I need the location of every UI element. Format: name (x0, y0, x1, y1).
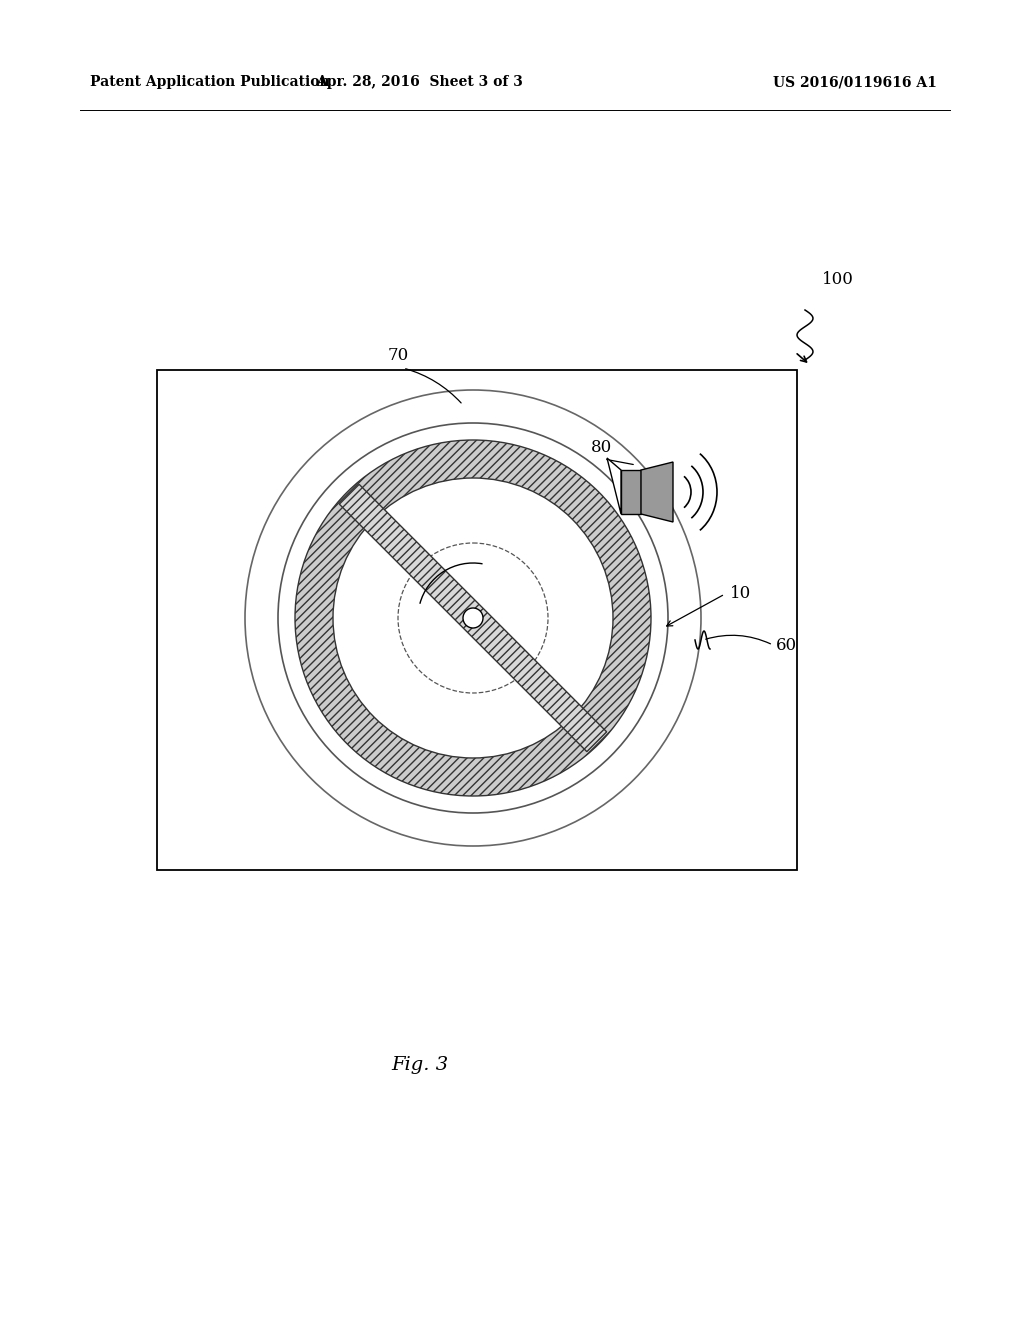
Text: 80: 80 (592, 438, 612, 455)
Text: 50: 50 (375, 519, 395, 536)
Text: 60: 60 (776, 636, 797, 653)
Text: 10: 10 (730, 586, 752, 602)
Text: US 2016/0119616 A1: US 2016/0119616 A1 (773, 75, 937, 88)
Text: Patent Application Publication: Patent Application Publication (90, 75, 330, 88)
Circle shape (278, 422, 668, 813)
Polygon shape (641, 462, 673, 521)
Polygon shape (339, 484, 606, 751)
Polygon shape (607, 458, 621, 513)
Circle shape (463, 609, 483, 628)
Text: Apr. 28, 2016  Sheet 3 of 3: Apr. 28, 2016 Sheet 3 of 3 (316, 75, 523, 88)
Bar (621, 470, 641, 513)
Circle shape (245, 389, 701, 846)
Circle shape (333, 478, 613, 758)
Circle shape (295, 440, 651, 796)
Text: A50: A50 (355, 673, 388, 690)
Text: 70: 70 (387, 347, 409, 364)
Text: Fig. 3: Fig. 3 (391, 1056, 449, 1074)
Bar (157, 370, 797, 870)
Text: 100: 100 (822, 272, 854, 289)
